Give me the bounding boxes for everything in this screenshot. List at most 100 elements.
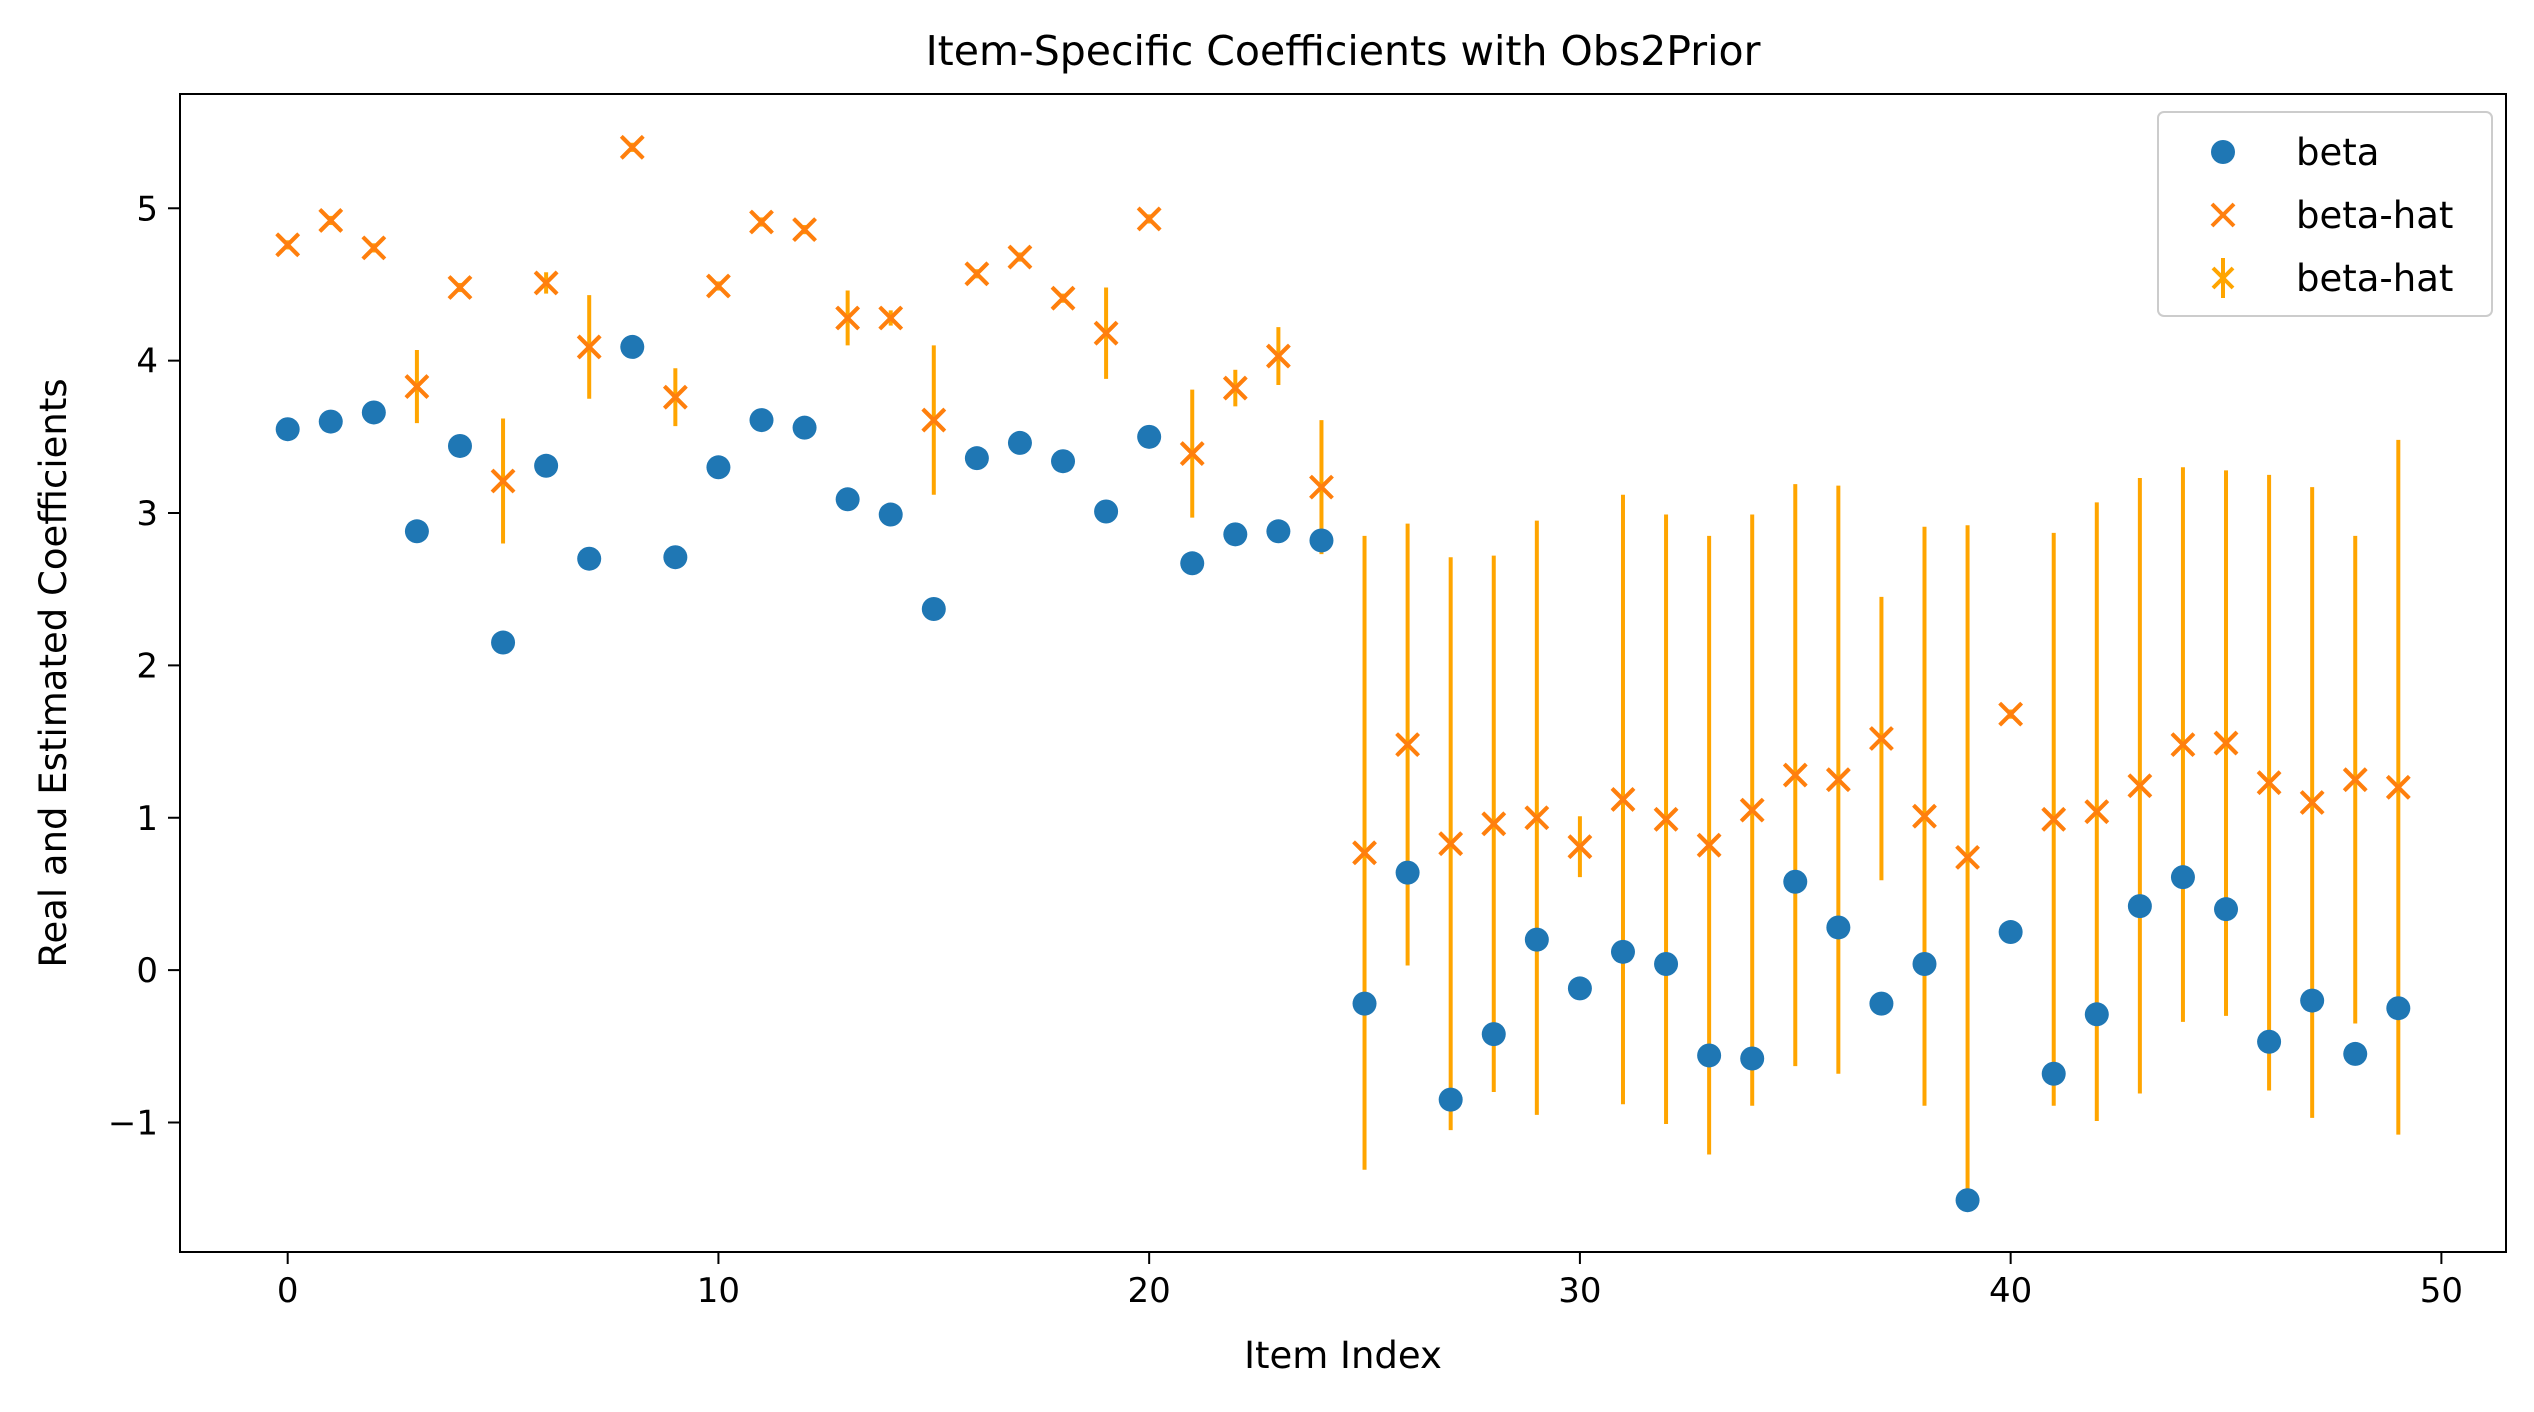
beta-hat-point-stroke <box>964 261 990 287</box>
beta-point <box>1180 551 1205 576</box>
beta-point <box>1223 522 1248 547</box>
beta-hat-point-stroke <box>2213 730 2239 756</box>
beta-hat-point-stroke <box>1438 831 1464 857</box>
legend-errorbar-marker-stroke <box>2211 266 2235 290</box>
beta-hat-point-stroke <box>1093 320 1119 346</box>
beta-hat-point-stroke <box>619 134 645 160</box>
beta-point <box>1740 1046 1765 1071</box>
beta-hat-point-stroke <box>662 384 688 410</box>
beta-hat-point-stroke <box>706 273 731 299</box>
beta-hat-point <box>706 273 731 299</box>
beta-hat-point <box>533 270 559 296</box>
beta-hat-point <box>2256 770 2282 796</box>
beta-hat-point <box>318 208 344 233</box>
beta-hat-point <box>921 407 947 433</box>
beta-hat-point <box>2299 790 2325 815</box>
beta-hat-point-stroke <box>1352 840 1377 866</box>
beta-hat-point-stroke <box>1265 343 1291 369</box>
beta-point <box>404 519 429 544</box>
beta-hat-point-stroke <box>2084 799 2110 825</box>
x-tick-label: 30 <box>1558 1271 1601 1311</box>
beta-point <box>1567 976 1592 1001</box>
beta-hat-point-stroke <box>361 235 387 261</box>
beta-hat-point-stroke <box>1136 206 1162 232</box>
beta-point <box>792 415 817 440</box>
beta-point <box>1438 1087 1463 1112</box>
beta-point <box>2300 988 2325 1013</box>
beta-hat-point-stroke <box>1007 244 1033 270</box>
beta-hat-point <box>1222 375 1248 401</box>
beta-hat-point-stroke <box>2385 774 2411 800</box>
beta-point <box>1137 424 1162 449</box>
beta-hat-point <box>2385 774 2411 800</box>
y-tick-label: 4 <box>136 342 158 382</box>
beta-hat-point-stroke <box>1912 803 1937 829</box>
beta-hat-point <box>1567 834 1593 860</box>
beta-point <box>964 446 989 471</box>
x-tick-label: 0 <box>277 1271 299 1311</box>
beta-point <box>491 630 516 655</box>
beta-hat-point-stroke <box>878 305 904 331</box>
beta-hat-point-stroke <box>2299 790 2325 815</box>
beta-hat-point <box>749 209 774 235</box>
beta-hat-point-stroke <box>576 334 602 360</box>
beta-hat-point-stroke <box>1825 767 1851 793</box>
beta-point <box>534 453 559 478</box>
beta-hat-point-stroke <box>533 270 559 296</box>
beta-hat-point <box>447 275 473 300</box>
x-tick-label: 20 <box>1128 1271 1171 1311</box>
legend-label: beta-hat <box>2296 194 2453 237</box>
beta-hat-point <box>275 232 301 258</box>
beta-hat-point <box>964 261 990 287</box>
chart-title: Item-Specific Coefficients with Obs2Prio… <box>926 27 1761 75</box>
legend-errorbar-marker <box>2211 258 2235 298</box>
beta-point <box>1051 449 1076 474</box>
y-axis-label: Real and Estimated Coefficients <box>32 378 75 967</box>
beta-hat-point-stroke <box>1309 474 1334 500</box>
beta-hat-point-stroke <box>792 217 817 243</box>
legend: beta beta-hat beta-hat <box>2157 111 2493 317</box>
x-axis-label: Item Index <box>1244 1334 1442 1377</box>
beta-hat-point <box>1481 811 1507 837</box>
beta-hat-point <box>1395 732 1421 758</box>
beta-point <box>2084 1002 2109 1027</box>
beta-point <box>2214 897 2239 922</box>
beta-point <box>2170 865 2195 890</box>
beta-hat-point-stroke <box>447 275 473 300</box>
beta-hat-point <box>792 217 817 243</box>
beta-hat-point <box>1265 343 1291 369</box>
beta-point <box>749 408 774 433</box>
beta-point <box>878 502 903 527</box>
beta-point <box>1869 991 1894 1016</box>
beta-hat-point <box>1524 805 1550 831</box>
beta-hat-point <box>1093 320 1119 346</box>
beta-point <box>620 334 645 359</box>
beta-point <box>835 487 860 512</box>
beta-hat-point <box>361 235 387 261</box>
y-tick-label: 3 <box>136 494 158 534</box>
beta-hat-point <box>1136 206 1162 232</box>
beta-hat-point <box>1998 701 2024 727</box>
beta-hat-point <box>2170 732 2196 758</box>
beta-hat-point <box>1696 832 1722 858</box>
beta-point <box>2041 1061 2066 1086</box>
beta-point <box>318 409 343 434</box>
beta-hat-point-stroke <box>2170 732 2196 758</box>
beta-hat-point-stroke <box>2256 770 2282 796</box>
beta-hat-point <box>2084 799 2110 825</box>
beta-hat-point-stroke <box>1179 441 1205 467</box>
beta-hat-point-stroke <box>404 374 430 399</box>
beta-hat-point <box>1825 767 1851 793</box>
beta-point <box>447 433 472 458</box>
legend-beta-hat-marker-stroke <box>2210 202 2236 228</box>
beta-hat-point-stroke <box>2127 773 2153 799</box>
beta-hat-point <box>576 334 602 360</box>
beta-hat-point <box>1007 244 1033 270</box>
beta-hat-point <box>662 384 688 410</box>
beta-point <box>2127 894 2152 919</box>
x-tick-label: 50 <box>2420 1271 2463 1311</box>
beta-point <box>1395 860 1420 885</box>
beta-hat-point-stroke <box>1696 832 1722 858</box>
beta-hat-point-stroke <box>490 468 516 494</box>
